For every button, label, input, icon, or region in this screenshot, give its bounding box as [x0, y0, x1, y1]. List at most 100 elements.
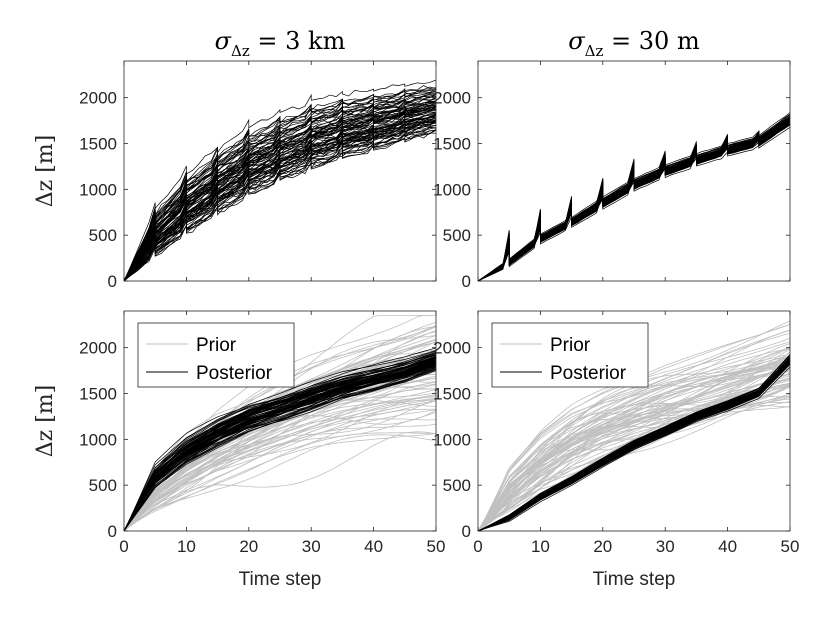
prior-line-66	[478, 332, 790, 531]
posterior-line-26	[124, 366, 436, 531]
series-group	[124, 315, 436, 531]
panel-title: σΔz = 30 m	[568, 27, 700, 60]
prior-line-25	[124, 384, 436, 531]
posterior-line-74	[124, 88, 436, 281]
posterior-line-49	[478, 357, 790, 531]
posterior-line-78	[124, 124, 436, 281]
y-tick-label: 1000	[79, 430, 117, 449]
posterior-line-36	[124, 79, 436, 281]
y-tick-label: 500	[89, 226, 117, 245]
posterior-line-60	[124, 97, 436, 281]
posterior-line-76	[124, 104, 436, 281]
posterior-line-45	[478, 354, 790, 531]
y-tick-label: 2000	[433, 89, 471, 108]
panel-title: σΔz = 3 km	[215, 27, 346, 60]
panel-top-left: 0 500 1000 1500 2000 Δz [m] σΔz = 3 km	[33, 27, 437, 291]
x-axis-label: Time step	[239, 569, 322, 590]
posterior-line-65	[124, 101, 436, 281]
y-tick-label: 2000	[79, 89, 117, 108]
posterior-line-77	[124, 106, 436, 281]
legend-label-posterior: Posterior	[196, 363, 273, 384]
y-tick-label: 1500	[79, 135, 117, 154]
posterior-line-70	[124, 116, 436, 281]
legend-label-posterior: Posterior	[550, 363, 627, 384]
legend: Prior Posterior	[491, 322, 649, 388]
x-tick-label: 50	[427, 537, 446, 556]
y-tick-label: 0	[462, 272, 471, 291]
y-tick-label: 1500	[79, 385, 117, 404]
legend-label-prior: Prior	[550, 335, 591, 356]
x-tick-label: 50	[781, 537, 800, 556]
posterior-line-49	[124, 356, 436, 531]
prior-line-68	[124, 395, 436, 531]
prior-line-60	[478, 356, 790, 531]
posterior-line-57	[478, 113, 790, 281]
prior-line-15	[124, 432, 436, 531]
x-tick-label: 10	[531, 537, 550, 556]
x-tick-label: 30	[302, 537, 321, 556]
x-tick-label: 20	[239, 537, 258, 556]
posterior-line-69	[124, 365, 436, 531]
prior-line-61	[124, 412, 436, 531]
posterior-line-48	[478, 363, 790, 531]
prior-line-19	[124, 431, 436, 531]
posterior-line-53	[124, 85, 436, 281]
x-tick-label: 40	[364, 537, 383, 556]
legend-box	[137, 322, 295, 388]
x-tick-label: 0	[473, 537, 482, 556]
x-tick-label: 10	[177, 537, 196, 556]
y-tick-label: 2000	[79, 339, 117, 358]
prior-line-12	[124, 400, 436, 531]
prior-line-35	[478, 393, 790, 531]
series-group	[478, 112, 790, 281]
y-tick-label: 0	[108, 272, 117, 291]
x-tick-label: 40	[718, 537, 737, 556]
y-tick-label: 1000	[433, 180, 471, 199]
prior-line-48	[478, 402, 790, 531]
y-axis-label: Δz [m]	[33, 135, 58, 208]
panel-top-right: 0 500 1000 1500 2000 σΔz = 30 m	[433, 27, 791, 291]
y-tick-label: 1000	[433, 430, 471, 449]
series-group	[124, 79, 436, 281]
posterior-line-69	[124, 132, 436, 281]
posterior-line-24	[124, 349, 436, 531]
y-tick-label: 1500	[433, 385, 471, 404]
prior-line-46	[124, 398, 436, 531]
prior-line-53	[478, 329, 790, 531]
prior-line-13	[124, 409, 436, 531]
axes-box	[477, 310, 791, 532]
prior-line-17	[478, 341, 790, 531]
y-tick-label: 1500	[433, 135, 471, 154]
posterior-line-60	[124, 354, 436, 531]
x-tick-label: 30	[656, 537, 675, 556]
x-tick-label: 20	[593, 537, 612, 556]
posterior-line-57	[124, 347, 436, 531]
y-tick-label: 500	[443, 226, 471, 245]
x-axis-label: Time step	[593, 569, 676, 590]
prior-line-50	[478, 330, 790, 531]
prior-line-69	[478, 355, 790, 531]
prior-line-68	[478, 367, 790, 531]
prior-line-63	[478, 360, 790, 531]
posterior-line-59	[478, 121, 790, 281]
posterior-line-72	[124, 96, 436, 281]
prior-line-47	[478, 398, 790, 531]
y-tick-label: 0	[108, 522, 117, 541]
prior-line-56	[478, 405, 790, 531]
prior-line-61	[478, 375, 790, 531]
posterior-line-61	[124, 353, 436, 531]
y-tick-label: 500	[443, 476, 471, 495]
posterior-line-59	[124, 94, 436, 281]
prior-line-64	[478, 364, 790, 531]
prior-line-66	[124, 433, 436, 531]
series-group	[478, 320, 790, 531]
posterior-line-44	[478, 366, 790, 531]
prior-line-43	[478, 348, 790, 531]
legend: Prior Posterior	[137, 322, 295, 388]
posterior-line-58	[124, 111, 436, 281]
y-tick-label: 1000	[79, 180, 117, 199]
legend-box	[491, 322, 649, 388]
legend-label-prior: Prior	[196, 335, 237, 356]
prior-line-57	[124, 409, 436, 531]
